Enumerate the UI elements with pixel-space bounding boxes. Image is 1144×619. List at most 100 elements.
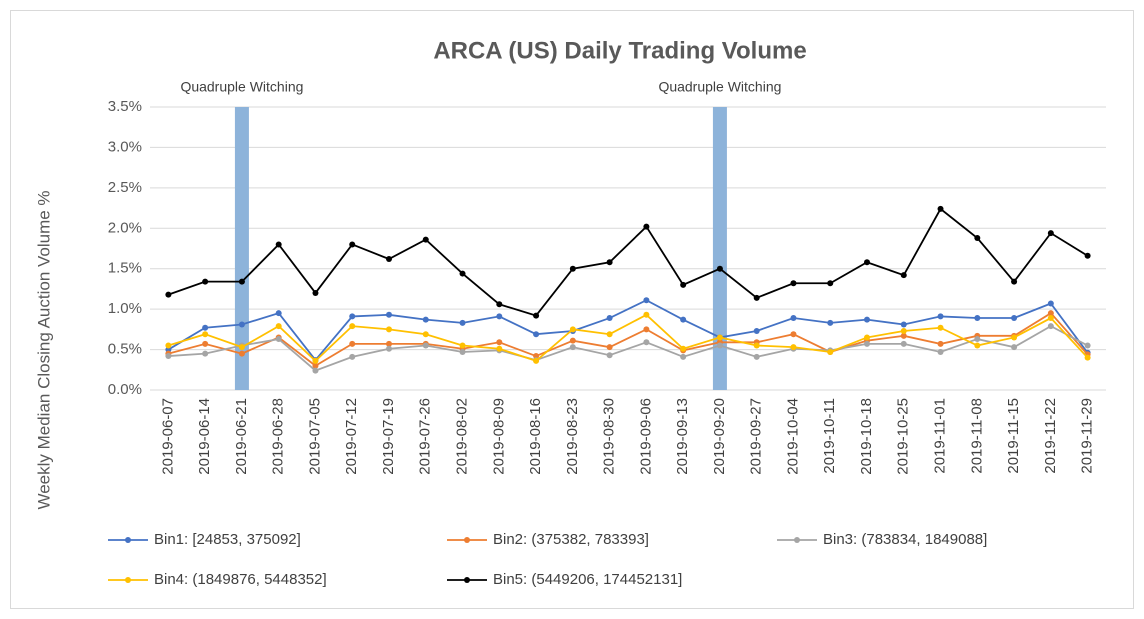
series-marker [165, 291, 172, 298]
series-marker [790, 280, 797, 287]
y-tick-label: 2.0% [108, 219, 142, 236]
series-marker [716, 334, 723, 341]
series-marker [643, 297, 650, 304]
series-marker [864, 316, 870, 323]
series-marker [680, 316, 687, 323]
series-marker [753, 342, 760, 349]
legend-label: Bin3: (783834, 1849088] [823, 531, 987, 548]
series-marker [202, 350, 209, 357]
series-marker [606, 352, 613, 359]
series-marker [459, 342, 466, 349]
series-marker [937, 340, 944, 347]
series-marker [864, 334, 870, 341]
series-marker [1047, 323, 1054, 330]
series-marker [827, 319, 834, 326]
series-marker [974, 315, 981, 322]
series-marker [275, 336, 282, 343]
series-marker [974, 234, 981, 241]
series-marker [202, 278, 209, 285]
x-tick-label: 2019-06-21 [233, 398, 250, 475]
x-tick-label: 2019-07-19 [380, 398, 397, 475]
series-marker [238, 350, 245, 357]
series-marker [312, 367, 319, 374]
y-tick-label: 0.5% [108, 341, 142, 358]
x-tick-label: 2019-11-29 [1079, 398, 1096, 474]
x-tick-label: 2019-11-01 [932, 398, 949, 474]
series-marker [533, 312, 540, 319]
x-tick-label: 2019-11-15 [1005, 398, 1022, 474]
series-marker [238, 344, 245, 351]
series-marker [753, 327, 760, 334]
series-marker [1047, 315, 1054, 322]
series-marker [790, 315, 797, 322]
x-tick-label: 2019-08-09 [490, 398, 507, 475]
series-marker [643, 326, 650, 333]
series-marker [496, 345, 503, 352]
legend-label: Bin4: (1849876, 5448352] [154, 571, 327, 588]
series-marker [349, 340, 356, 347]
series-marker [1047, 300, 1054, 307]
legend-marker [464, 577, 470, 583]
series-marker [275, 323, 282, 330]
y-tick-label: 3.0% [108, 138, 142, 155]
legend-label: Bin5: (5449206, 174452131] [493, 571, 682, 588]
series-marker [386, 311, 392, 318]
series-marker [716, 265, 723, 272]
series-marker [827, 280, 834, 287]
y-tick-label: 3.5% [108, 98, 142, 115]
series-marker [1084, 354, 1091, 361]
series-marker [643, 339, 650, 346]
series-marker [753, 353, 760, 360]
series-marker [569, 265, 576, 272]
series-marker [202, 324, 209, 331]
series-marker [275, 241, 282, 248]
series-marker [900, 327, 907, 334]
x-tick-label: 2019-09-20 [711, 398, 728, 475]
series-marker [937, 348, 944, 355]
series-marker [459, 348, 466, 355]
series-marker [312, 289, 319, 296]
series-marker [606, 344, 613, 351]
x-tick-label: 2019-07-12 [343, 398, 360, 475]
series-line [168, 313, 1089, 363]
series-marker [533, 331, 540, 338]
series-marker [1011, 315, 1018, 322]
series-marker [680, 281, 687, 288]
series-marker [386, 345, 392, 352]
legend-marker [794, 537, 800, 543]
x-tick-label: 2019-10-04 [784, 398, 801, 475]
series-marker [349, 353, 356, 360]
x-tick-label: 2019-09-13 [674, 398, 691, 475]
series-marker [606, 259, 613, 266]
x-tick-label: 2019-08-30 [601, 398, 618, 475]
series-marker [275, 310, 282, 317]
series-marker [1047, 310, 1054, 317]
series-marker [312, 357, 319, 364]
annotation-text: Quadruple Witching [658, 79, 781, 95]
chart-title: ARCA (US) Daily Trading Volume [433, 37, 806, 64]
x-tick-label: 2019-09-27 [748, 398, 765, 475]
series-marker [643, 311, 650, 318]
series-marker [1011, 344, 1018, 351]
series-line [168, 207, 1089, 317]
x-tick-label: 2019-11-08 [968, 398, 985, 474]
x-tick-label: 2019-06-14 [196, 398, 213, 475]
annotation-band [712, 107, 727, 390]
series-marker [753, 294, 760, 301]
series-marker [937, 324, 944, 331]
series-marker [349, 323, 356, 330]
legend-marker [125, 537, 131, 543]
x-tick-label: 2019-08-23 [564, 398, 581, 475]
series-marker [238, 278, 245, 285]
series-marker [165, 342, 172, 349]
series-marker [386, 256, 392, 263]
series-marker [459, 319, 466, 326]
series-marker [864, 340, 870, 347]
series-marker [202, 340, 209, 347]
series-marker [349, 313, 356, 320]
series-marker [569, 326, 576, 333]
series-marker [1084, 342, 1091, 349]
legend-marker [125, 577, 131, 583]
